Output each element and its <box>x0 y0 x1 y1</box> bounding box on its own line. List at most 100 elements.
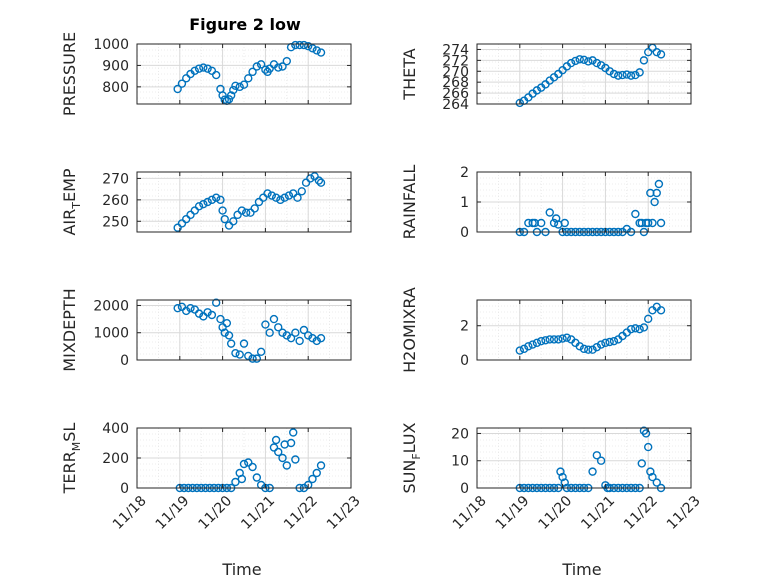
data-point <box>314 176 324 185</box>
data-point <box>252 354 262 363</box>
data-point <box>316 461 326 470</box>
data-point <box>199 63 208 72</box>
data-point <box>203 197 212 207</box>
data-point <box>639 323 649 332</box>
data-point <box>241 208 251 217</box>
data-point <box>626 71 636 80</box>
y-tick-label: 274 <box>442 42 469 58</box>
data-point <box>211 193 221 202</box>
data-point <box>274 447 283 457</box>
y-tick-label: 10 <box>451 454 469 470</box>
x-axis-label: Time <box>221 560 261 579</box>
data-point <box>173 223 182 232</box>
y-tick-label: 1 <box>460 195 469 211</box>
data-point <box>173 84 182 94</box>
data-point <box>641 429 651 438</box>
data-point <box>203 308 212 317</box>
data-point <box>654 179 664 189</box>
data-point <box>177 79 187 88</box>
data-point <box>226 91 236 100</box>
data-point <box>584 345 593 354</box>
data-point <box>524 342 533 351</box>
data-point <box>278 328 287 337</box>
y-tick-label: 1000 <box>93 37 129 53</box>
subplot-air_temp: 250 260 270 AIRTEMP <box>60 168 352 236</box>
axes-box <box>136 299 352 361</box>
data-point <box>588 345 597 354</box>
data-point <box>218 206 227 215</box>
data-point <box>259 193 268 202</box>
data-point <box>549 335 559 344</box>
axes-box <box>476 299 692 361</box>
x-axis-label: Time <box>561 560 601 579</box>
data-point <box>284 191 294 200</box>
data-point <box>276 195 285 205</box>
data-point <box>310 172 319 181</box>
data-point <box>601 338 610 348</box>
data-point <box>592 342 602 352</box>
data-point <box>203 64 212 73</box>
data-point <box>556 467 565 476</box>
data-point <box>635 324 644 334</box>
y-tick-label: 0 <box>120 353 129 369</box>
data-point <box>648 218 657 228</box>
data-point <box>173 303 182 313</box>
data-point <box>246 208 255 217</box>
data-point <box>239 339 249 348</box>
data-point <box>207 195 217 205</box>
data-point <box>609 336 619 346</box>
data-point <box>537 218 546 228</box>
data-point <box>282 331 291 340</box>
data-point <box>224 221 234 230</box>
data-point <box>182 74 191 83</box>
data-point <box>575 55 584 64</box>
data-point <box>194 64 204 73</box>
data-point <box>592 58 602 68</box>
data-point <box>226 339 236 348</box>
data-point <box>297 187 306 196</box>
data-point <box>656 50 666 59</box>
data-point <box>231 81 240 90</box>
y-tick-label: 270 <box>442 64 469 80</box>
data-point <box>650 197 659 207</box>
y-tick-label: 270 <box>102 171 129 187</box>
data-point <box>252 473 262 482</box>
data-point <box>515 346 524 355</box>
data-point <box>656 218 666 228</box>
data-point <box>532 338 542 348</box>
data-point <box>560 218 569 228</box>
data-point <box>312 46 321 55</box>
y-tick-label: 264 <box>442 97 469 113</box>
y-tick-label: 272 <box>442 53 469 69</box>
data-point <box>652 478 661 487</box>
data-point <box>579 55 589 65</box>
y-tick-label: 2 <box>460 319 469 335</box>
data-point <box>515 98 524 108</box>
data-point <box>316 178 326 187</box>
y-tick-label: 20 <box>451 426 469 442</box>
data-point <box>186 210 195 220</box>
y-tick-label: 2000 <box>93 298 129 314</box>
data-point <box>537 336 546 346</box>
data-point <box>274 323 283 332</box>
data-point <box>316 48 326 57</box>
data-point <box>190 66 199 75</box>
data-point <box>304 331 313 340</box>
data-point <box>295 336 304 346</box>
data-point <box>560 478 569 487</box>
data-point <box>631 209 640 219</box>
axes-box <box>136 171 352 233</box>
y-axis-label: RAINFALL <box>400 165 419 240</box>
data-point <box>194 202 204 211</box>
data-point <box>299 40 309 50</box>
y-tick-label: 0 <box>460 225 469 241</box>
data-point <box>256 60 266 69</box>
subplot-pressure: 800 900 1000 PRESSURE <box>60 32 352 116</box>
data-point <box>566 58 576 68</box>
data-point <box>211 298 221 307</box>
data-point <box>622 70 631 79</box>
data-point <box>199 199 208 209</box>
subplot-rainfall: 0 1 2 RAINFALL <box>400 165 692 241</box>
